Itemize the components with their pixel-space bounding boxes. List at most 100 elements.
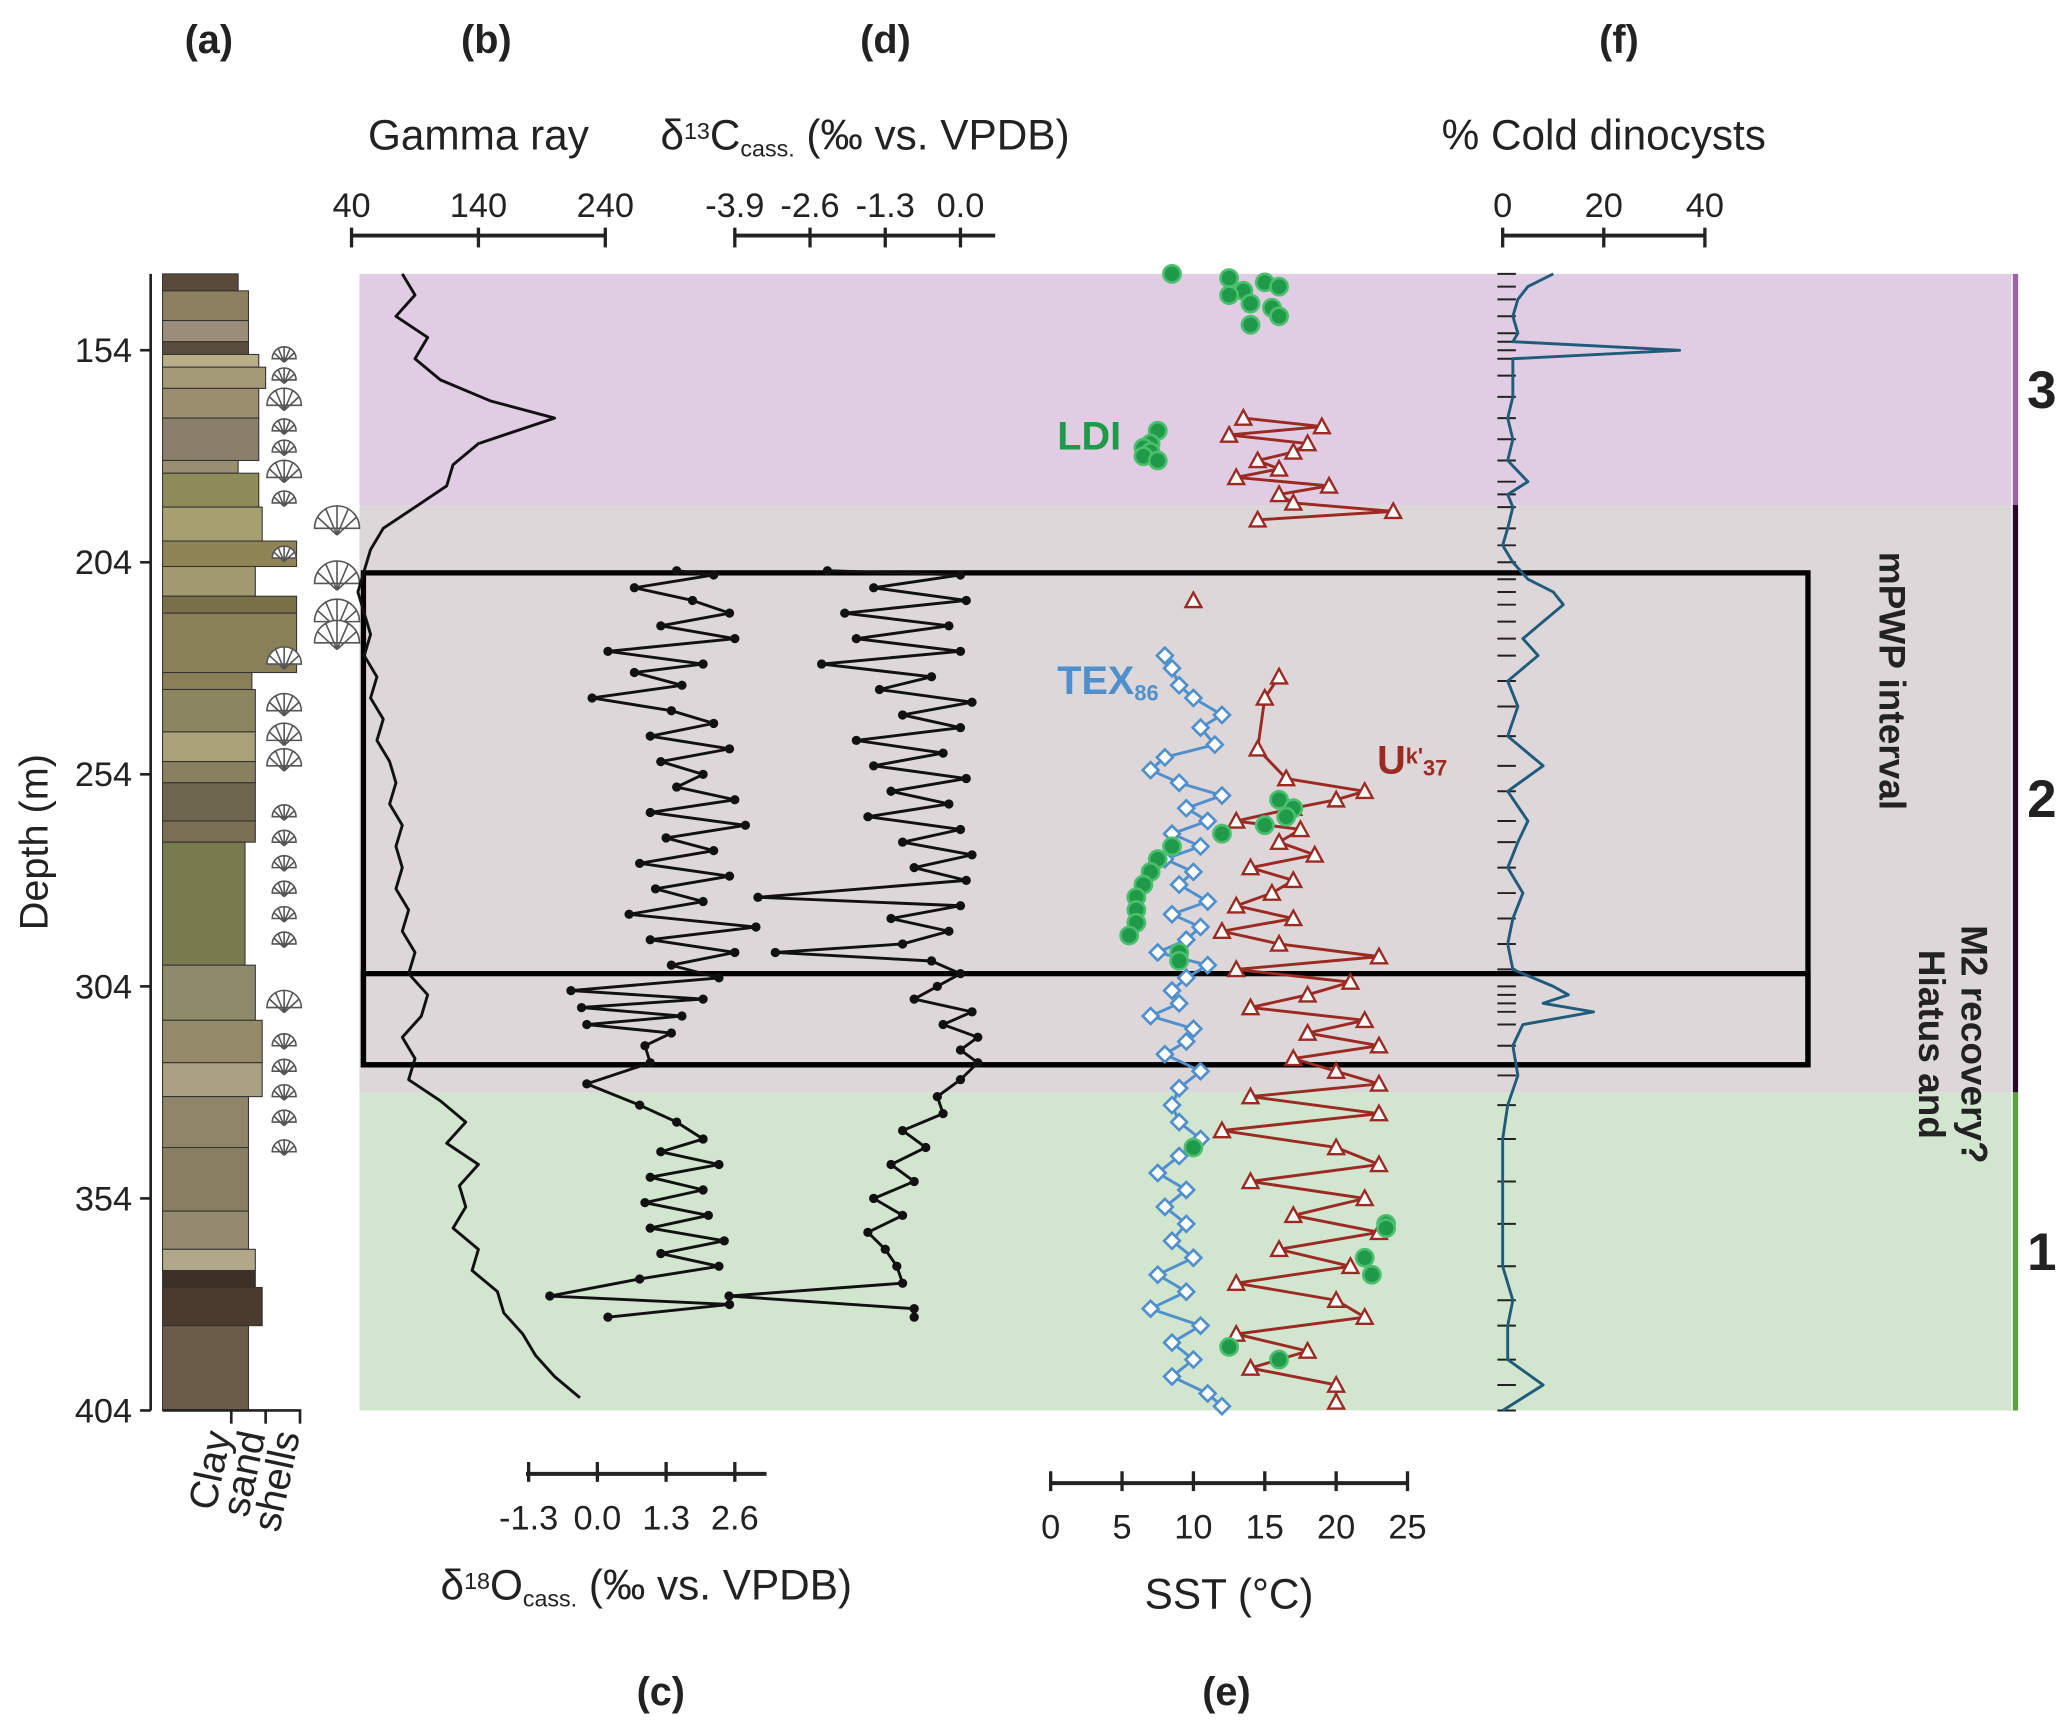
circle-marker [1169,951,1190,971]
lithology-layer [162,459,239,474]
diamond-marker [1197,891,1218,912]
lithology-layer [162,290,249,322]
circle-marker [1240,293,1261,314]
point-marker [661,833,671,843]
triangle-marker [1212,920,1232,940]
point-marker [967,1007,977,1017]
diamond-marker [1162,1332,1182,1353]
point-marker [851,735,861,746]
lithology-layer [162,731,256,763]
series-label: LDI [1057,415,1121,459]
point-marker [921,1142,931,1153]
series-label: TEX86 [1057,659,1158,706]
lithology-layer [162,841,246,966]
point-marker [932,981,942,991]
point-marker [724,871,735,881]
x-tick-label: 0.0 [937,187,985,225]
point-marker [816,659,827,669]
shell-icon [271,1058,297,1076]
point-marker [955,570,966,580]
shell-icon [271,829,297,847]
zone-label: 2 [2027,770,2056,829]
label-part: TEX [1057,659,1135,703]
point-marker [698,896,708,907]
point-marker [672,1117,682,1127]
point-marker [751,922,761,932]
shell-icon [313,619,361,651]
point-marker [886,786,896,796]
point-marker [955,723,966,733]
diamond-marker [1212,1396,1232,1417]
point-marker [967,850,977,860]
point-marker [926,672,937,682]
point-marker [645,1172,655,1182]
triangle-marker [1297,1022,1318,1041]
triangle-marker [1226,1272,1247,1292]
triangle-marker [1369,1154,1389,1173]
point-marker [656,621,666,631]
circle-marker [1240,314,1261,335]
point-marker [687,595,698,606]
point-marker [635,1100,645,1110]
triangle-marker [1283,869,1304,889]
shell-icon [271,439,297,457]
point-marker [897,1210,908,1221]
point-marker [944,621,954,631]
point-marker [666,706,677,716]
point-marker [863,812,873,822]
point-marker [714,1261,724,1271]
diamond-marker [1169,675,1189,696]
point-marker [698,994,708,1004]
point-marker [709,570,719,580]
triangle-marker [1326,1060,1347,1079]
circle-marker [1219,285,1240,306]
point-marker [740,820,751,830]
point-marker [944,799,954,809]
x-tick-label: 5 [1112,1509,1131,1547]
point-marker [938,1019,948,1030]
triangle-marker [1326,1391,1347,1410]
diamond-marker [1183,1247,1204,1268]
label-part: k' [1406,744,1423,769]
triangle-marker [1212,1120,1232,1139]
diamond-marker [1162,980,1182,1001]
lithology-layer [162,565,256,597]
lithology-layer [162,612,298,674]
point-marker [840,608,850,618]
x-tick-label: 20 [1585,187,1623,225]
point-marker [677,1011,687,1021]
point-marker [698,1134,708,1144]
point-marker [869,583,879,593]
lithology-layer [162,1210,249,1250]
diamond-marker [1190,1061,1211,1081]
point-marker [719,1236,729,1246]
point-marker [897,837,908,847]
triangle-marker [1354,1188,1375,1207]
shell-icon [271,854,297,872]
diamond-marker [1169,874,1189,895]
triangle-marker [1326,1137,1347,1156]
circle-marker [1354,1247,1375,1268]
axis-title: δ18Ocass. (‰ vs. VPDB) [441,1561,852,1611]
diamond-marker [1176,1031,1197,1052]
zone-band [359,273,2012,506]
triangle-marker [1283,1048,1304,1067]
diamond-marker [1147,1163,1168,1183]
point-marker [629,667,639,678]
point-marker [938,1108,948,1119]
y-tick-label: 204 [75,544,132,582]
point-marker [656,756,666,767]
label-part: (‰ vs. VPDB) [795,112,1070,159]
interval-label: M2 recovery? [1953,925,1994,1164]
triangle-marker [1240,1086,1261,1105]
triangle-marker [1269,666,1289,685]
shell-icon [271,880,297,898]
diamond-marker [1183,1018,1204,1039]
point-marker [897,710,908,720]
point-marker [961,595,971,606]
triangle-marker [1276,768,1297,787]
lithology-layer [162,1096,249,1149]
diamond-marker [1140,1298,1161,1319]
shell-icon [271,1109,297,1127]
diamond-marker [1147,942,1168,963]
